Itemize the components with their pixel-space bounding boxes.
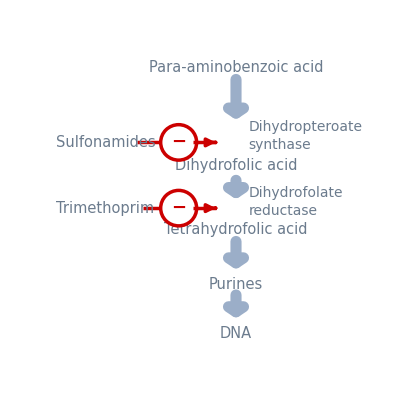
Circle shape (161, 191, 197, 226)
Text: Para-aminobenzoic acid: Para-aminobenzoic acid (149, 60, 323, 75)
Circle shape (161, 125, 197, 160)
Text: DNA: DNA (220, 326, 252, 341)
Text: Tetrahydrofolic acid: Tetrahydrofolic acid (164, 222, 308, 237)
Text: −: − (171, 199, 186, 217)
Text: Dihydrofolic acid: Dihydrofolic acid (175, 158, 297, 173)
Text: Dihydropteroate
synthase: Dihydropteroate synthase (248, 120, 362, 152)
Text: −: − (171, 133, 186, 151)
Text: Sulfonamides: Sulfonamides (56, 135, 156, 150)
Text: Purines: Purines (209, 277, 263, 292)
Text: Dihydrofolate
reductase: Dihydrofolate reductase (248, 186, 343, 218)
Text: Trimethoprim: Trimethoprim (56, 200, 154, 216)
